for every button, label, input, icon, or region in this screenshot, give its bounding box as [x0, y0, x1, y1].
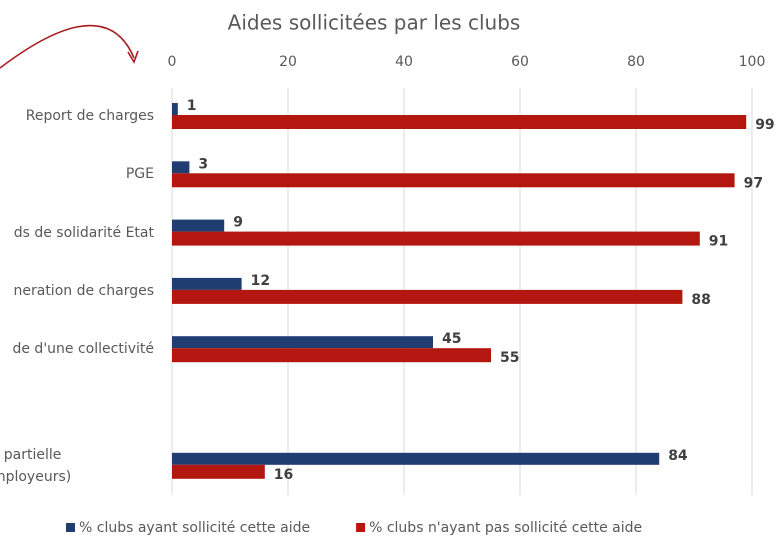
legend-label: % clubs n'ayant pas sollicité cette aide: [369, 520, 642, 536]
data-label: 91: [709, 234, 728, 250]
x-tick-label: 40: [395, 54, 413, 70]
y-tick-label: ds de solidarité Etat: [13, 224, 154, 241]
bar: [172, 289, 683, 304]
data-label: 55: [500, 350, 519, 366]
data-label: 16: [274, 467, 293, 483]
y-tick-label: PGE: [125, 166, 154, 183]
data-label: 84: [668, 448, 688, 464]
decor-arrow: [0, 24, 135, 69]
bar: [172, 231, 700, 246]
chart-title: Aides sollicitées par les clubs: [228, 11, 521, 35]
bar: [172, 161, 190, 174]
bar: [172, 277, 242, 290]
bar: [172, 173, 735, 188]
y-tick-label: Activité partielle (clubs employeurs): [0, 446, 72, 485]
legend-swatch: [66, 523, 75, 532]
data-label: 88: [691, 292, 710, 308]
data-label: 12: [251, 273, 270, 289]
data-label: 97: [744, 175, 763, 191]
x-tick-label: 20: [279, 54, 297, 70]
y-tick-label: Report de charges: [25, 108, 154, 124]
bar: [172, 336, 433, 349]
bar: [172, 452, 660, 465]
data-label: 45: [442, 331, 461, 347]
x-tick-label: 80: [627, 54, 645, 70]
bar: [172, 115, 747, 129]
y-tick-label: neration de charges: [13, 282, 155, 299]
x-tick-label: 60: [511, 54, 529, 70]
decor-arrowhead: [127, 50, 139, 64]
bar: [172, 464, 265, 479]
bar: [172, 103, 178, 115]
data-label: 3: [198, 156, 208, 172]
x-tick-label: 0: [168, 54, 177, 70]
bar: [172, 219, 225, 232]
x-tick-label: 100: [739, 54, 766, 70]
data-label: 1: [187, 98, 197, 114]
bar: [172, 348, 491, 363]
legend-swatch: [356, 523, 366, 532]
y-tick-label: de d'une collectivité: [12, 341, 154, 358]
data-label: 9: [233, 215, 243, 231]
legend-label: % clubs ayant sollicité cette aide: [79, 520, 310, 536]
data-label: 99: [755, 117, 774, 133]
